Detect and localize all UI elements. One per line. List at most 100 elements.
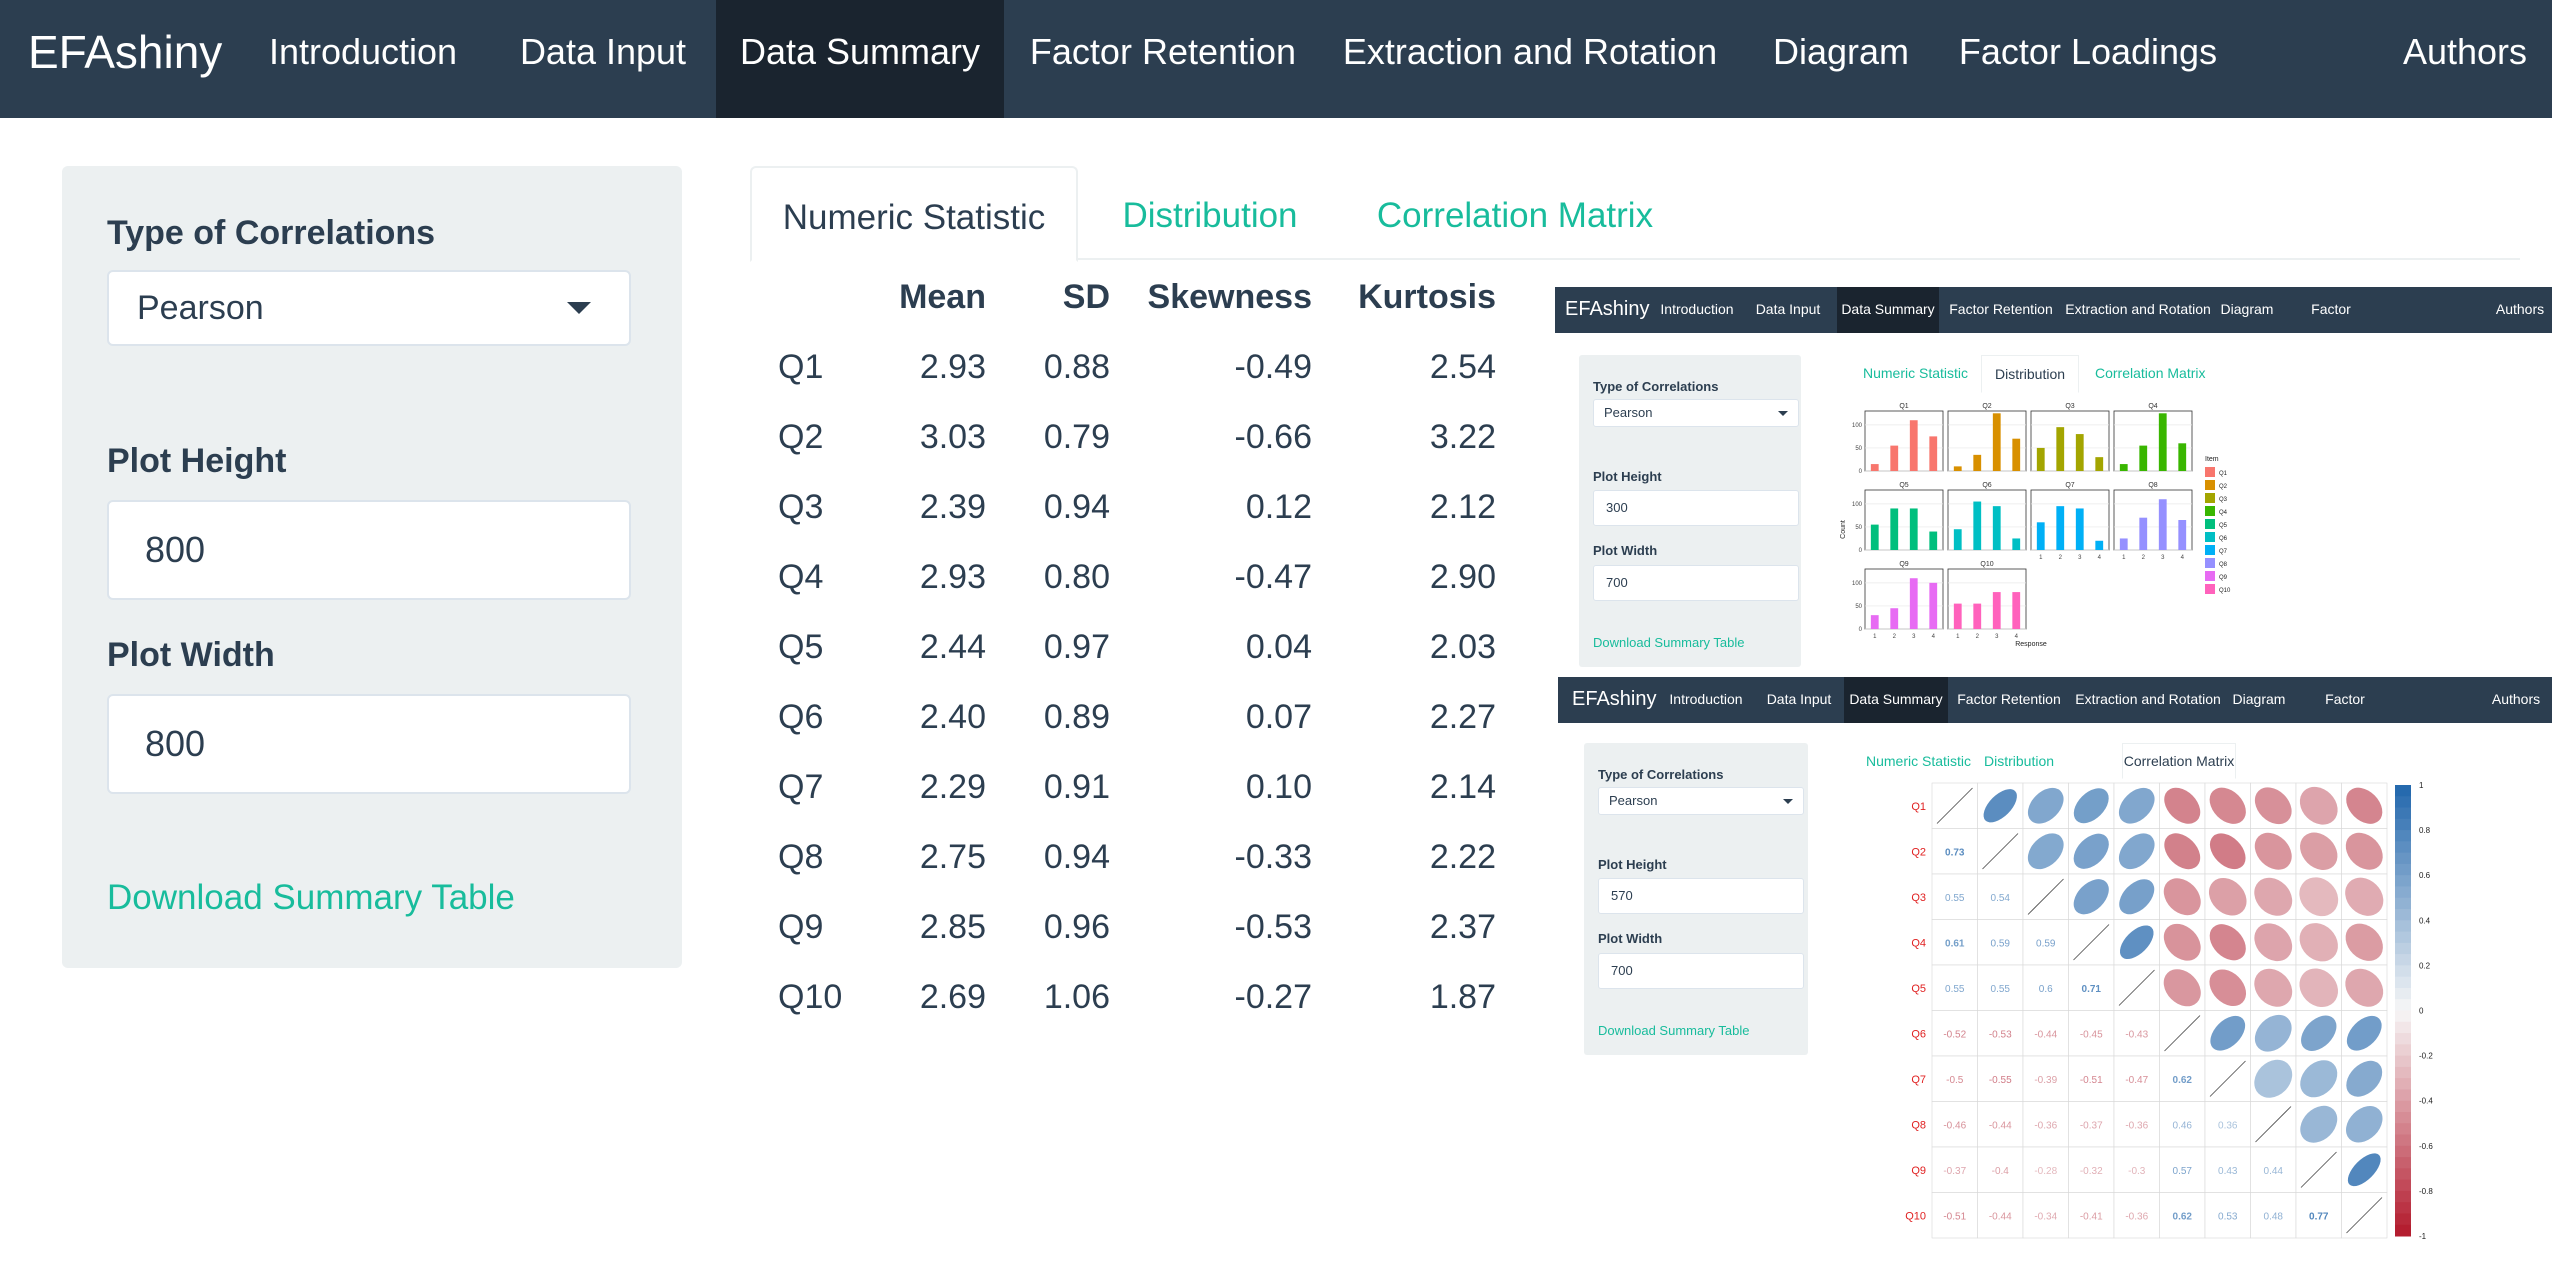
x-tick-label: 2 (1893, 634, 1897, 640)
plot-height-input[interactable]: 800 (107, 500, 631, 600)
tab-numeric-statistic[interactable]: Numeric Statistic (750, 166, 1078, 262)
nav-authors[interactable]: Authors (2402, 31, 2528, 72)
nav-data-summary[interactable]: Data Summary (716, 0, 1004, 118)
preview-width-value: 700 (1606, 575, 1628, 590)
legend-swatch-Q6 (2205, 532, 2215, 542)
cell-kurt: 2.27 (1429, 698, 1496, 736)
diagonal-line (1936, 787, 1973, 824)
colorbar-segment (2395, 976, 2411, 989)
diagonal-line (2346, 1197, 2383, 1234)
preview-width-value-2: 700 (1611, 963, 1633, 978)
matrix-cell (1977, 919, 2024, 966)
cell-kurt: 2.22 (1429, 838, 1496, 876)
nav-extraction-rotation[interactable]: Extraction and Rotation (1342, 31, 1718, 72)
bar-Q2-3 (1992, 413, 2001, 471)
top-navbar: EFAshiny Introduction Data Input Data Su… (0, 0, 2552, 118)
preview-tab-numeric: Numeric Statistic (1863, 365, 1969, 381)
colorbar-segment (2395, 1168, 2411, 1181)
cell-item: Q10 (778, 978, 843, 1016)
brand-logo[interactable]: EFAshiny (28, 26, 223, 78)
diagonal-line (2255, 1106, 2292, 1143)
plot-width-input[interactable]: 800 (107, 694, 631, 794)
matrix-cell (2295, 1192, 2342, 1239)
cell-sd: 0.80 (1043, 558, 1110, 596)
corr-ellipse (2254, 1014, 2292, 1052)
colorbar-segment (2395, 807, 2411, 820)
corr-value: 0.54 (1991, 893, 2011, 904)
y-tick-label: 100 (1852, 502, 1863, 508)
corr-value: 0.6 (2039, 984, 2053, 995)
row-label-Q6: Q6 (1911, 1028, 1926, 1040)
preview-brand: EFAshiny (1565, 298, 1650, 320)
corr-ellipse (2209, 787, 2246, 824)
correlation-type-select[interactable]: Pearson (107, 270, 631, 346)
diagonal-line (2209, 1060, 2246, 1097)
colorbar-segment (2395, 909, 2411, 921)
matrix-cell (2068, 1192, 2115, 1239)
cell-mean: 2.93 (919, 348, 986, 386)
row-label-Q2: Q2 (1911, 846, 1926, 858)
cell-skew: -0.33 (1234, 838, 1313, 876)
preview-height-value-2: 570 (1611, 888, 1633, 903)
preview-nav-factor-loadings: Factor Loadings (2302, 301, 2360, 361)
corr-ellipse (2073, 788, 2109, 824)
bar-Q5-2 (1890, 508, 1899, 550)
preview-tab-distribution-2: Distribution (1984, 753, 2055, 769)
corr-ellipse (2118, 833, 2155, 870)
bar-Q3-2 (2056, 427, 2065, 471)
preview-corr-label-2: Type of Correlations (1598, 767, 1724, 782)
matrix-cell (2204, 1101, 2251, 1148)
matrix-cell (1977, 1010, 2024, 1057)
matrix-cell (1931, 964, 1978, 1011)
legend-swatch-Q10 (2205, 584, 2215, 594)
nav-introduction[interactable]: Introduction (268, 31, 458, 72)
nav-factor-retention[interactable]: Factor Retention (1029, 31, 1297, 72)
bar-Q9-3 (1909, 578, 1918, 629)
tab-distribution[interactable]: Distribution (1122, 196, 1298, 235)
colorbar-segment (2395, 965, 2411, 978)
tab-correlation-matrix[interactable]: Correlation Matrix (1376, 196, 1654, 235)
preview-nav-extraction-2: Extraction and Rotation (2075, 691, 2221, 707)
x-tick-label: 4 (2015, 634, 2019, 640)
preview-tab-correlation: Correlation Matrix (2095, 365, 2206, 381)
corr-value: 0.71 (2082, 984, 2102, 995)
matrix-cell (2068, 1010, 2115, 1057)
corr-value: -0.41 (2080, 1211, 2103, 1222)
colorbar-segment (2395, 1044, 2411, 1057)
corr-value: -0.51 (1943, 1211, 1966, 1222)
colorbar-segment (2395, 1111, 2411, 1124)
colorbar-tick: 0 (2419, 1007, 2424, 1016)
colorbar-segment (2395, 1066, 2411, 1079)
bar-Q7-1 (2036, 522, 2045, 550)
legend-swatch-Q3 (2205, 493, 2215, 503)
bar-Q5-1 (1870, 524, 1879, 550)
cell-skew: 0.07 (1245, 698, 1312, 736)
corr-ellipse (2119, 925, 2154, 960)
nav-diagram[interactable]: Diagram (1772, 31, 1910, 72)
bar-Q3-4 (2095, 457, 2104, 471)
legend-label-Q9: Q9 (2219, 575, 2228, 581)
cell-mean: 2.44 (919, 628, 986, 666)
matrix-cell (1931, 1101, 1978, 1148)
row-label-Q5: Q5 (1911, 983, 1926, 995)
colorbar-tick: 1 (2419, 781, 2424, 790)
bar-Q7-2 (2056, 506, 2065, 550)
y-tick-label: 50 (1855, 525, 1862, 531)
download-summary-link[interactable]: Download Summary Table (107, 878, 515, 917)
bar-Q3-1 (2036, 447, 2045, 471)
corr-value: -0.53 (1989, 1029, 2012, 1040)
chevron-down-icon (567, 302, 591, 314)
nav-data-input[interactable]: Data Input (519, 31, 687, 72)
colorbar-segment (2395, 1089, 2411, 1102)
correlation-type-value: Pearson (137, 289, 264, 327)
x-tick-label: 3 (1912, 634, 1916, 640)
bar-Q6-3 (1992, 506, 2001, 550)
corr-value: 0.62 (2173, 1211, 2193, 1222)
bar-Q9-4 (1929, 582, 1938, 629)
nav-factor-loadings[interactable]: Factor Loadings (1958, 31, 2218, 72)
preview-corr-select-2: Pearson (1598, 787, 1804, 815)
corr-ellipse (2254, 923, 2293, 962)
bar-Q9-1 (1870, 615, 1879, 629)
legend-label-Q3: Q3 (2219, 497, 2228, 503)
legend-label-Q4: Q4 (2219, 510, 2228, 516)
